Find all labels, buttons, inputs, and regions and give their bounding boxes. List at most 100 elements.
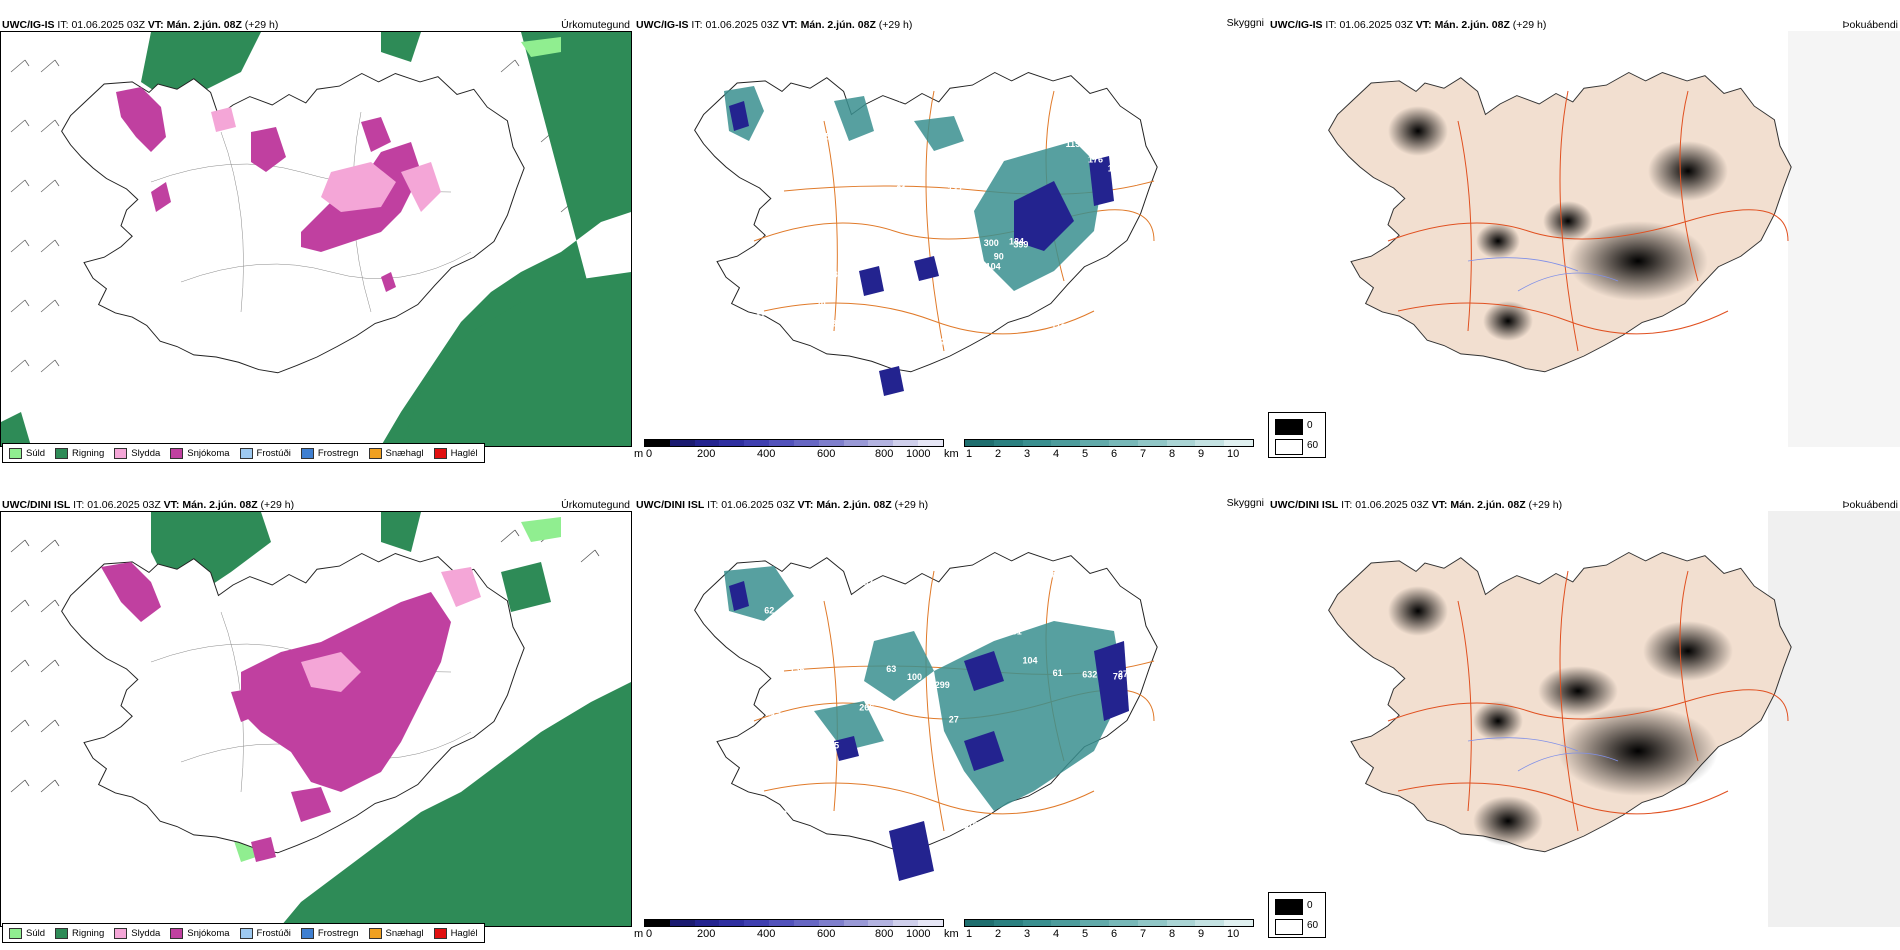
legend-item: Haglél [433,927,478,939]
legend-swatch [55,927,69,939]
river-network [1467,257,1619,292]
colorbar-step [719,440,745,446]
precip-legend: Súld Rigning Slydda Snjókoma Frostúði Frostre… [2,443,485,463]
cloud-base-value-label: 87 [902,703,912,713]
cloud-base-value-label: 63 [886,664,896,674]
fog-areas [1388,586,1733,846]
model-label: UWC/IG-IS [1270,19,1323,31]
cloud-base-value-label: 76 [1077,294,1087,304]
cloud-base-value-label: 37 [859,161,869,171]
legend-swatch [368,927,382,939]
it-label: IT: [57,19,69,31]
cloud-base-value-label: 44 [896,93,906,103]
legend-swatch [9,447,22,459]
cloud-base-tick: 1000 [906,928,931,940]
cloud-base-value-label: 103 [1108,164,1123,174]
colorbar-step [1051,920,1081,926]
legend-swatch [239,927,253,939]
legend-item: Haglél [433,447,478,459]
cloud-base-value-label: 22 [1007,104,1017,114]
panel-title: Þokuábendi [1842,19,1898,31]
cloud-base-value-label: 85 [907,781,917,791]
visibility-tick: 7 [1140,448,1147,460]
cloud-base-value-label: 13 [777,809,787,819]
cloud-base-tick: 400 [757,928,776,940]
colorbar-step [893,920,919,926]
cloud-base-value-label: 72 [771,186,781,196]
cloud-base-bar [644,439,944,447]
model-label: UWC/IG-IS [2,19,55,31]
visibility-tick: 10 [1227,448,1240,460]
model-label: UWC/IG-IS [636,19,689,31]
cloud-base-tick: 1000 [906,448,931,460]
colorbar-step [868,920,894,926]
vt-label: VT: [1431,499,1448,511]
visibility-tick: 6 [1111,928,1118,940]
legend-swatch [114,447,128,459]
cloud-base-value-label: 104 [986,262,1001,272]
cloud-base-tick: 600 [817,928,836,940]
cloud-base-value-label: 131 [1007,626,1022,636]
legend-swatch [300,447,314,459]
precip-map [0,31,632,447]
colorbar-step [1108,920,1138,926]
colorbar-step [669,920,695,926]
value-labels: 90 76 70 87 27 76 62 131 219 431 299 13 467 266 319110… [751,566,1133,831]
model-label: UWC/DINI ISL [2,499,71,511]
it-value: 01.06.2025 03Z [87,499,161,511]
colorbar-step [843,920,869,926]
cloud-base-value-label: 198 [783,691,798,701]
visibility-unit: km [944,448,959,460]
colorbar-step [793,440,819,446]
cloud-base-tick: 800 [875,928,894,940]
colorbar-step [769,920,794,926]
legend-label: Snæhagl [385,447,424,459]
visibility-tick: 9 [1198,448,1205,460]
legend-swatch [170,447,184,459]
colorbar-step [1137,440,1167,446]
colorbar-step [1137,920,1167,926]
cloud-base-value-label: 112 [1051,322,1066,332]
cloud-base-tick: 200 [697,448,716,460]
legend-label: Slydda [131,927,161,939]
cloud-base-areas [729,101,1114,396]
colorbar-step [993,440,1023,446]
fog-map [1268,31,1900,447]
colorbar-step [1051,440,1081,446]
vt-value: Mán. 2.jún. 08Z [816,499,892,511]
lead-time: (+29 h) [878,19,913,31]
fog-panel-row1: UWC/IG-IS IT: 01.06.2025 03Z VT: Mán. 2.… [1268,15,1900,467]
colorbar-step [1108,440,1138,446]
value-labels: 08 72 70 82 11 67 25 12 70 37 41 78 29 09 399 21 44 226 30… [755,93,1138,346]
cloud-base-value-label: 266 [775,653,790,663]
rain-areas [1,32,631,446]
cloud-base-value-label: 219 [766,708,781,718]
visibility-tick: 10 [1227,928,1240,940]
road-network [1387,90,1789,352]
road-network [1387,570,1789,832]
cloud-base-value-label: 70 [1088,119,1098,129]
cloud-base-value-label: 299 [935,680,950,690]
panel-title: Úrkomutegund [561,19,630,31]
legend-label: Snjókoma [187,927,230,939]
vt-label: VT: [163,499,180,511]
legend-item: Snæhagl [368,447,424,459]
legend-item: Súld [9,927,45,939]
cloud-base-value-label: 11 [980,143,990,153]
legend-label: Snjókoma [187,447,230,459]
cloud-base-value-label: 90 [867,566,877,576]
fog-swatch-low [1275,919,1303,935]
legend-label: Súld [26,447,46,459]
legend-label: Rigning [72,447,105,459]
colorbar-step [645,440,670,446]
visibility-tick: 4 [1053,928,1060,940]
cloud-base-value-label: 70 [783,271,793,281]
fog-legend-high: 0 [1307,420,1313,431]
precip-legend: Súld Rigning Slydda Snjókoma Frostúði Frostre… [2,923,485,943]
cloud-base-value-label: 153 [773,276,788,286]
cloud-base-value-label: 278 [1118,669,1133,679]
model-label: UWC/DINI ISL [1270,499,1339,511]
cloud-base-unit: m [634,448,644,460]
vt-label: VT: [797,499,814,511]
legend-item: Frostregn [300,927,359,939]
